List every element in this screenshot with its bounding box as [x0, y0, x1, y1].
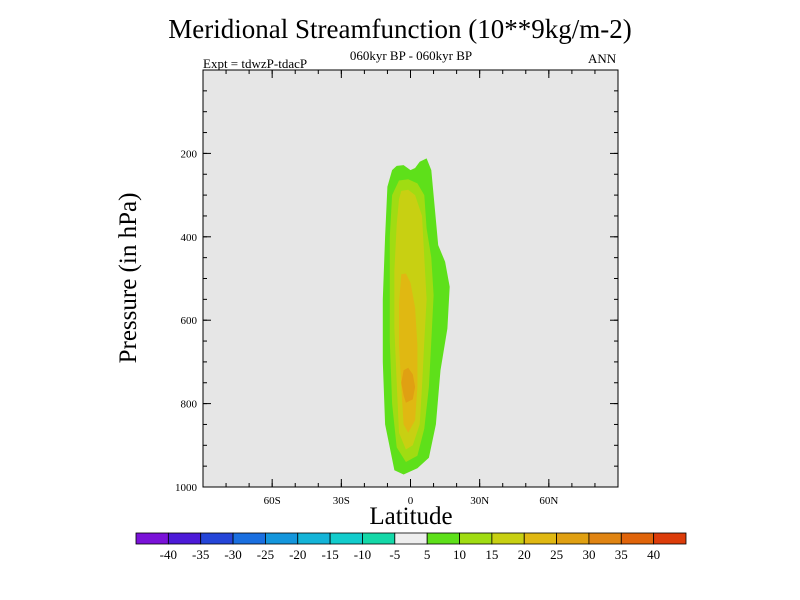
contour-layer: [382, 158, 450, 475]
colorbar-label: 25: [550, 547, 563, 562]
colorbar-swatch: [620, 532, 655, 545]
colorbar-swatch: [426, 532, 460, 545]
colorbar-label: 15: [485, 547, 498, 562]
x-tick-label: 60S: [264, 495, 281, 507]
chart-title: Meridional Streamfunction (10**9kg/m-2): [168, 14, 632, 44]
colorbar-swatch: [491, 532, 525, 545]
colorbar-swatch: [523, 532, 557, 545]
colorbar-label: -35: [192, 547, 209, 562]
x-axis-label: Latitude: [369, 503, 453, 530]
colorbar-label: 10: [453, 547, 466, 562]
x-tick-label: 0: [408, 495, 414, 507]
colorbar-swatch: [265, 532, 299, 545]
y-tick-label: 1000: [175, 482, 198, 494]
colorbar-swatch: [167, 532, 202, 545]
colorbar-swatch: [362, 532, 396, 545]
axis-ticks: 60S 30S 0 30N 60N 200 400 600 800 1000: [175, 69, 619, 507]
colorbar-swatch: [232, 532, 266, 545]
y-tick-label: 800: [181, 399, 198, 411]
season-label: ANN: [588, 51, 617, 66]
y-tick-label: 200: [181, 148, 198, 160]
x-tick-label: 60N: [539, 495, 558, 507]
colorbar-swatch: [135, 532, 169, 545]
colorbar-swatch: [588, 532, 622, 545]
experiment-label: Expt = tdwzP-tdacP: [203, 56, 308, 71]
colorbar-swatch: [556, 532, 590, 545]
contour-fill-25: [401, 367, 416, 403]
colorbar-label: 40: [647, 547, 660, 562]
colorbar-label: -5: [389, 547, 400, 562]
x-tick-label: 30S: [333, 495, 350, 507]
chart-subtitle: 060kyr BP - 060kyr BP: [349, 48, 473, 63]
colorbar-swatch: [394, 532, 428, 545]
x-tick-label: 30N: [470, 495, 489, 507]
colorbar-swatch: [200, 532, 234, 545]
colorbar-swatch: [459, 532, 493, 545]
y-tick-label: 400: [181, 232, 198, 244]
y-tick-label: 600: [181, 315, 198, 327]
colorbar: -40 -35 -30 -25 -20 -15 -10 -5 5 10 15 20 25 30 35 40: [135, 532, 687, 562]
colorbar-label: 30: [582, 547, 595, 562]
colorbar-label: 20: [518, 547, 531, 562]
colorbar-label: -30: [224, 547, 241, 562]
colorbar-swatch: [329, 532, 363, 545]
colorbar-swatch: [297, 532, 331, 545]
colorbar-label: 5: [424, 547, 431, 562]
colorbar-label: -20: [289, 547, 306, 562]
colorbar-label: -10: [354, 547, 371, 562]
colorbar-label: -15: [321, 547, 338, 562]
colorbar-label: -40: [160, 547, 177, 562]
colorbar-swatch: [653, 532, 687, 545]
colorbar-label: 35: [615, 547, 628, 562]
colorbar-label: -25: [257, 547, 274, 562]
